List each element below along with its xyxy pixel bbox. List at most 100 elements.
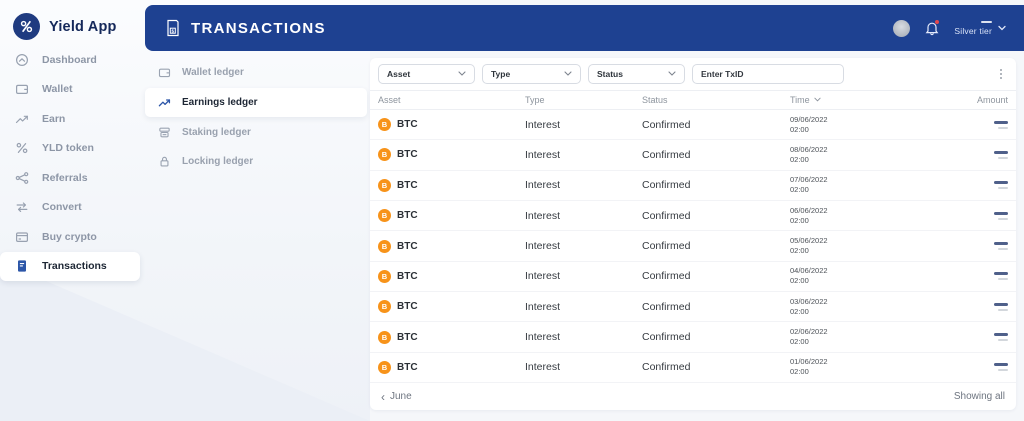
avatar[interactable] bbox=[893, 19, 911, 37]
sidebar-item-label: Wallet bbox=[42, 83, 73, 96]
column-header-amount: Amount bbox=[976, 94, 1008, 105]
amount-cell bbox=[938, 363, 1008, 372]
subnav-item-staking-ledger[interactable]: Staking ledger bbox=[145, 117, 367, 147]
table-header: Asset Type Status Time Amount bbox=[370, 91, 1016, 110]
subnav-item-earnings-ledger[interactable]: Earnings ledger bbox=[145, 87, 367, 118]
locking-ledger-icon bbox=[160, 157, 169, 167]
time-cell: 02/06/2022 02:00 bbox=[790, 327, 938, 347]
redacted-fiat-bar bbox=[998, 278, 1008, 281]
time-cell: 07/06/2022 02:00 bbox=[790, 175, 938, 195]
asset-label: BTC bbox=[397, 301, 418, 313]
type-filter-select[interactable]: Type bbox=[482, 63, 581, 84]
table-row[interactable]: B BTC Interest Confirmed 04/06/2022 02:0… bbox=[370, 262, 1016, 293]
asset-cell: B BTC bbox=[378, 178, 525, 192]
table-row[interactable]: B BTC Interest Confirmed 09/06/2022 02:0… bbox=[370, 110, 1016, 141]
time-label: 02:00 bbox=[790, 124, 809, 134]
date-label: 09/06/2022 bbox=[790, 114, 828, 124]
brand: Yield App bbox=[0, 0, 145, 40]
status-cell: Confirmed bbox=[642, 331, 691, 344]
sidebar-item-label: Convert bbox=[42, 201, 82, 214]
subnav-item-label: Wallet ledger bbox=[182, 67, 244, 79]
table-row[interactable]: B BTC Interest Confirmed 01/06/2022 02:0… bbox=[370, 353, 1016, 384]
redacted-amount-bar bbox=[994, 302, 1008, 306]
btc-icon: B bbox=[378, 118, 391, 132]
btc-icon: B bbox=[378, 178, 391, 192]
btc-icon: B bbox=[378, 209, 391, 223]
transactions-icon bbox=[18, 260, 26, 272]
subnav-item-locking-ledger[interactable]: Locking ledger bbox=[145, 147, 367, 177]
sidebar-item-buy-crypto[interactable]: Buy crypto bbox=[0, 222, 140, 252]
btc-icon: B bbox=[378, 360, 391, 374]
type-cell: Interest bbox=[525, 361, 561, 374]
page-title: TRANSACTIONS bbox=[191, 19, 326, 37]
chevron-down-icon bbox=[998, 25, 1006, 31]
wallet-ledger-icon bbox=[158, 68, 171, 78]
status-filter-select[interactable]: Status bbox=[588, 63, 685, 84]
table-row[interactable]: B BTC Interest Confirmed 06/06/2022 02:0… bbox=[370, 201, 1016, 232]
table-row[interactable]: B BTC Interest Confirmed 05/06/2022 02:0… bbox=[370, 231, 1016, 262]
notification-dot bbox=[935, 20, 940, 24]
time-label: 02:00 bbox=[790, 367, 809, 377]
sidebar-item-wallet[interactable]: Wallet bbox=[0, 75, 140, 105]
table-row[interactable]: B BTC Interest Confirmed 02/06/2022 02:0… bbox=[370, 322, 1016, 353]
receipt-dollar-icon: $ bbox=[167, 19, 179, 37]
btc-icon: B bbox=[378, 148, 391, 162]
amount-cell bbox=[938, 120, 1008, 129]
redacted-amount-bar bbox=[994, 120, 1008, 124]
sidebar-item-yld-token[interactable]: YLD token bbox=[0, 134, 140, 164]
type-cell: Interest bbox=[525, 331, 561, 344]
sidebar-item-dashboard[interactable]: Dashboard bbox=[0, 45, 140, 75]
sidebar-item-convert[interactable]: Convert bbox=[0, 193, 140, 223]
notification-bell-icon[interactable] bbox=[924, 20, 940, 36]
time-label: 02:00 bbox=[790, 337, 809, 347]
subnav-item-wallet-ledger[interactable]: Wallet ledger bbox=[145, 58, 367, 88]
showing-all-label: Showing all bbox=[953, 391, 1005, 403]
time-label: 02:00 bbox=[790, 185, 809, 195]
txid-input[interactable] bbox=[692, 63, 844, 84]
table-row[interactable]: B BTC Interest Confirmed 03/06/2022 02:0… bbox=[370, 292, 1016, 323]
wallet-icon bbox=[16, 85, 29, 95]
redacted-fiat-bar bbox=[998, 369, 1008, 372]
kebab-menu-icon[interactable] bbox=[994, 66, 1008, 82]
redacted-fiat-bar bbox=[998, 156, 1008, 159]
time-cell: 06/06/2022 02:00 bbox=[790, 206, 938, 226]
column-header-asset: Asset bbox=[378, 94, 401, 105]
percent-logo-icon bbox=[13, 13, 40, 40]
redacted-amount-bar bbox=[994, 363, 1008, 367]
sidebar-item-label: YLD token bbox=[42, 142, 94, 155]
table-row[interactable]: B BTC Interest Confirmed 08/06/2022 02:0… bbox=[370, 140, 1016, 171]
subnav-item-label: Earnings ledger bbox=[182, 97, 258, 109]
time-cell: 05/06/2022 02:00 bbox=[790, 236, 938, 256]
amount-cell bbox=[938, 211, 1008, 220]
prev-month-button[interactable]: ‹ June bbox=[381, 391, 412, 403]
sidebar-item-transactions[interactable]: Transactions bbox=[0, 251, 140, 281]
asset-label: BTC bbox=[397, 149, 418, 161]
chevron-down-icon bbox=[458, 71, 466, 77]
asset-cell: B BTC bbox=[378, 330, 525, 344]
sidebar-item-earn[interactable]: Earn bbox=[0, 104, 140, 134]
column-header-type: Type bbox=[525, 94, 545, 105]
time-label: 02:00 bbox=[790, 154, 809, 164]
ledger-subnav: Wallet ledger Earnings ledger Staking le… bbox=[145, 58, 367, 177]
amount-cell bbox=[938, 242, 1008, 250]
time-cell: 03/06/2022 02:00 bbox=[790, 297, 938, 317]
user-tier-dropdown[interactable]: Silver tier bbox=[954, 20, 1006, 36]
amount-cell bbox=[938, 333, 1008, 342]
table-row[interactable]: B BTC Interest Confirmed 07/06/2022 02:0… bbox=[370, 171, 1016, 201]
date-label: 02/06/2022 bbox=[790, 326, 828, 336]
asset-filter-select[interactable]: Asset bbox=[378, 63, 475, 84]
staking-ledger-icon bbox=[159, 127, 170, 138]
amount-cell bbox=[938, 150, 1008, 159]
btc-icon: B bbox=[378, 330, 391, 344]
column-header-time-sort[interactable]: Time bbox=[790, 95, 938, 105]
sidebar-item-referrals[interactable]: Referrals bbox=[0, 163, 140, 193]
dashboard-icon bbox=[15, 53, 29, 66]
asset-label: BTC bbox=[397, 240, 418, 252]
status-cell: Confirmed bbox=[642, 148, 691, 161]
time-cell: 08/06/2022 02:00 bbox=[790, 145, 938, 165]
amount-cell bbox=[938, 181, 1008, 190]
time-label: 02:00 bbox=[790, 215, 809, 225]
asset-label: BTC bbox=[397, 270, 418, 282]
column-header-status: Status bbox=[642, 94, 668, 105]
